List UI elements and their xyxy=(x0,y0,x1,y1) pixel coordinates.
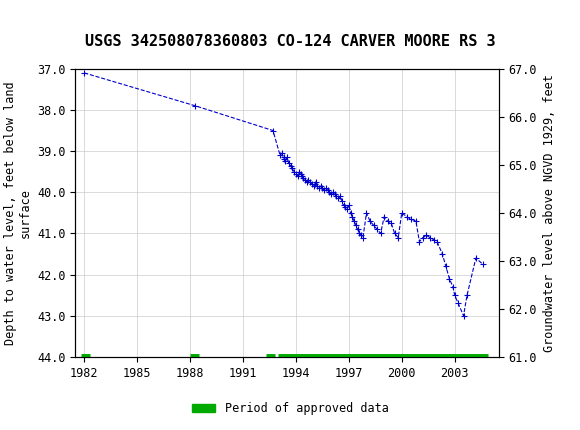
Legend: Period of approved data: Period of approved data xyxy=(187,397,393,420)
Y-axis label: Groundwater level above NGVD 1929, feet: Groundwater level above NGVD 1929, feet xyxy=(542,74,556,352)
Y-axis label: Depth to water level, feet below land
surface: Depth to water level, feet below land su… xyxy=(3,81,32,345)
Text: USGS 342508078360803 CO-124 CARVER MOORE RS 3: USGS 342508078360803 CO-124 CARVER MOORE… xyxy=(85,34,495,49)
Text: ≡USGS: ≡USGS xyxy=(9,13,85,32)
